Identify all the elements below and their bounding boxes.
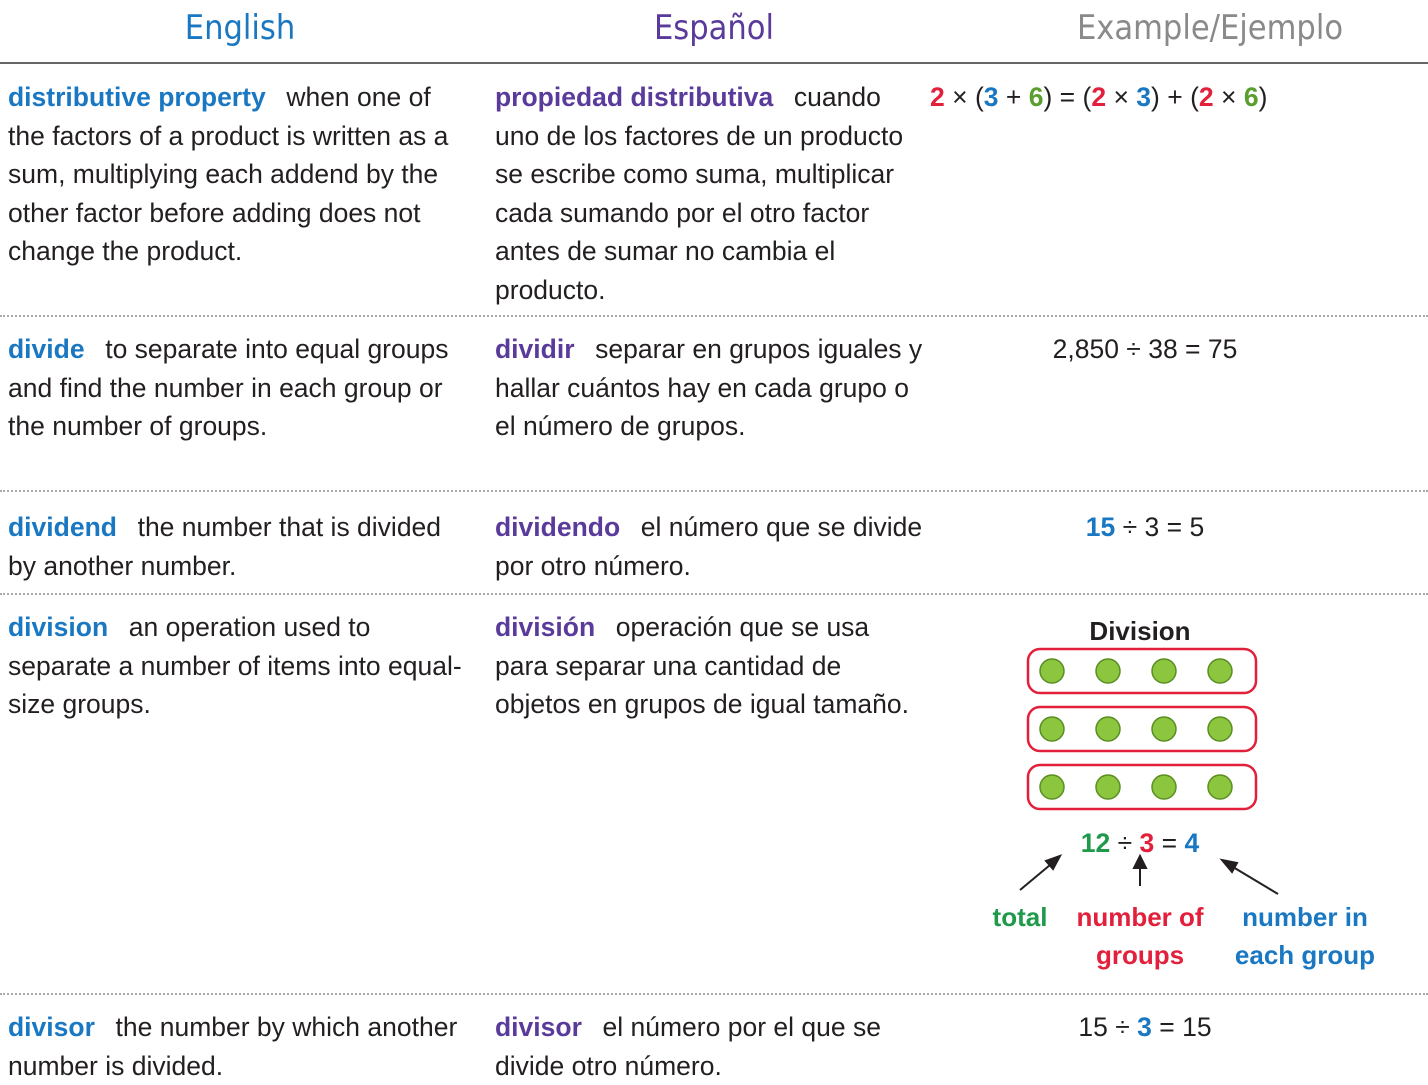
example-part: + <box>998 82 1029 112</box>
row-separator <box>0 993 1428 995</box>
example: 12 ÷ 3 = 4 <box>1040 824 1240 863</box>
term: distributive property <box>8 82 266 112</box>
example-part: 4 <box>1184 828 1200 858</box>
definition: an operation used to separate a number o… <box>8 612 462 720</box>
example-part: 15 <box>1085 512 1116 542</box>
header-english: English <box>184 8 296 48</box>
term-es: dividendo <box>495 512 621 542</box>
definition-es: cuando uno de los factores de un product… <box>495 82 904 305</box>
example: 15 ÷ 3 = 5 <box>1000 508 1290 547</box>
term-es: propiedad distributiva <box>495 82 774 112</box>
spanish-entry: propiedad distributiva cuando uno de los… <box>495 78 925 310</box>
example-part: = 15 <box>1151 1012 1212 1042</box>
example-title: Division <box>1089 616 1191 646</box>
definition: to separate into equal groups and find t… <box>8 334 449 442</box>
example-part: 3 <box>1137 1012 1152 1042</box>
row-separator <box>0 315 1428 317</box>
term-es: dividir <box>495 334 575 364</box>
row-separator <box>0 593 1428 595</box>
spanish-entry: dividendo el número que se divide por ot… <box>495 508 925 585</box>
example: 2 × (3 + 6) = (2 × 3) + (2 × 6) <box>930 78 1428 117</box>
example-part: ) + ( <box>1151 82 1199 112</box>
example-part: = <box>1154 828 1185 858</box>
english-entry: distributive property when one of the fa… <box>8 78 468 271</box>
example-part: 3 <box>1139 828 1155 858</box>
example-part: ) <box>1258 82 1268 112</box>
row-separator <box>0 490 1428 492</box>
header-spanish: Español <box>653 8 775 48</box>
english-entry: dividend the number that is divided by a… <box>8 508 468 585</box>
example-part: 6 <box>1243 82 1259 112</box>
example-part: 15 ÷ <box>1078 1012 1138 1042</box>
example-part: 3 <box>1136 82 1152 112</box>
english-entry: divide to separate into equal groups and… <box>8 330 468 446</box>
definition-es: el número por el que se divide otro núme… <box>495 1012 881 1081</box>
definition: the number by which another number is di… <box>8 1012 458 1081</box>
example-label: number of groups <box>1076 902 1204 970</box>
example: 2,850 ÷ 38 = 75 <box>1000 330 1290 369</box>
english-entry: divisor the number by which another numb… <box>8 1008 468 1085</box>
definition-es: el número que se divide por otro número. <box>495 512 923 581</box>
example-part: × <box>1213 82 1244 112</box>
term: divisor <box>8 1012 95 1042</box>
example-part: ÷ 3 = 5 <box>1115 512 1205 542</box>
example-part: ) = ( <box>1043 82 1092 112</box>
example-part: ÷ <box>1110 828 1140 858</box>
definition: when one of the factors of a product is … <box>8 82 449 267</box>
definition-es: separar en grupos iguales y hallar cuánt… <box>495 334 923 442</box>
example-part: 12 <box>1080 828 1111 858</box>
example: 15 ÷ 3 = 15 <box>1000 1008 1290 1047</box>
spanish-entry: divisor el número por el que se divide o… <box>495 1008 925 1085</box>
example-part: 6 <box>1028 82 1044 112</box>
spanish-entry: dividir separar en grupos iguales y hall… <box>495 330 925 446</box>
definition-es: operación que se usa para separar una ca… <box>495 612 909 720</box>
header-example: Example/Ejemplo <box>1076 8 1344 48</box>
division-diagram <box>1019 647 1279 895</box>
definition: the number that is divided by another nu… <box>8 512 442 581</box>
term-es: divisor <box>495 1012 582 1042</box>
spanish-entry: división operación que se usa para separ… <box>495 608 925 724</box>
term: dividend <box>8 512 117 542</box>
header-rule <box>0 62 1428 64</box>
example-part: 2 <box>1198 82 1214 112</box>
example-label: number in each group <box>1234 902 1376 970</box>
example-part: × <box>1106 82 1137 112</box>
example-part: 2 <box>1091 82 1107 112</box>
term: divide <box>8 334 85 364</box>
example-part: 2 <box>930 82 945 112</box>
example-part: 3 <box>983 82 999 112</box>
example-part: × ( <box>944 82 984 112</box>
term: division <box>8 612 109 642</box>
example-label: total <box>992 902 1048 932</box>
example-part: 2,850 ÷ 38 = 75 <box>1052 334 1238 364</box>
term-es: división <box>495 612 596 642</box>
english-entry: division an operation used to separate a… <box>8 608 468 724</box>
